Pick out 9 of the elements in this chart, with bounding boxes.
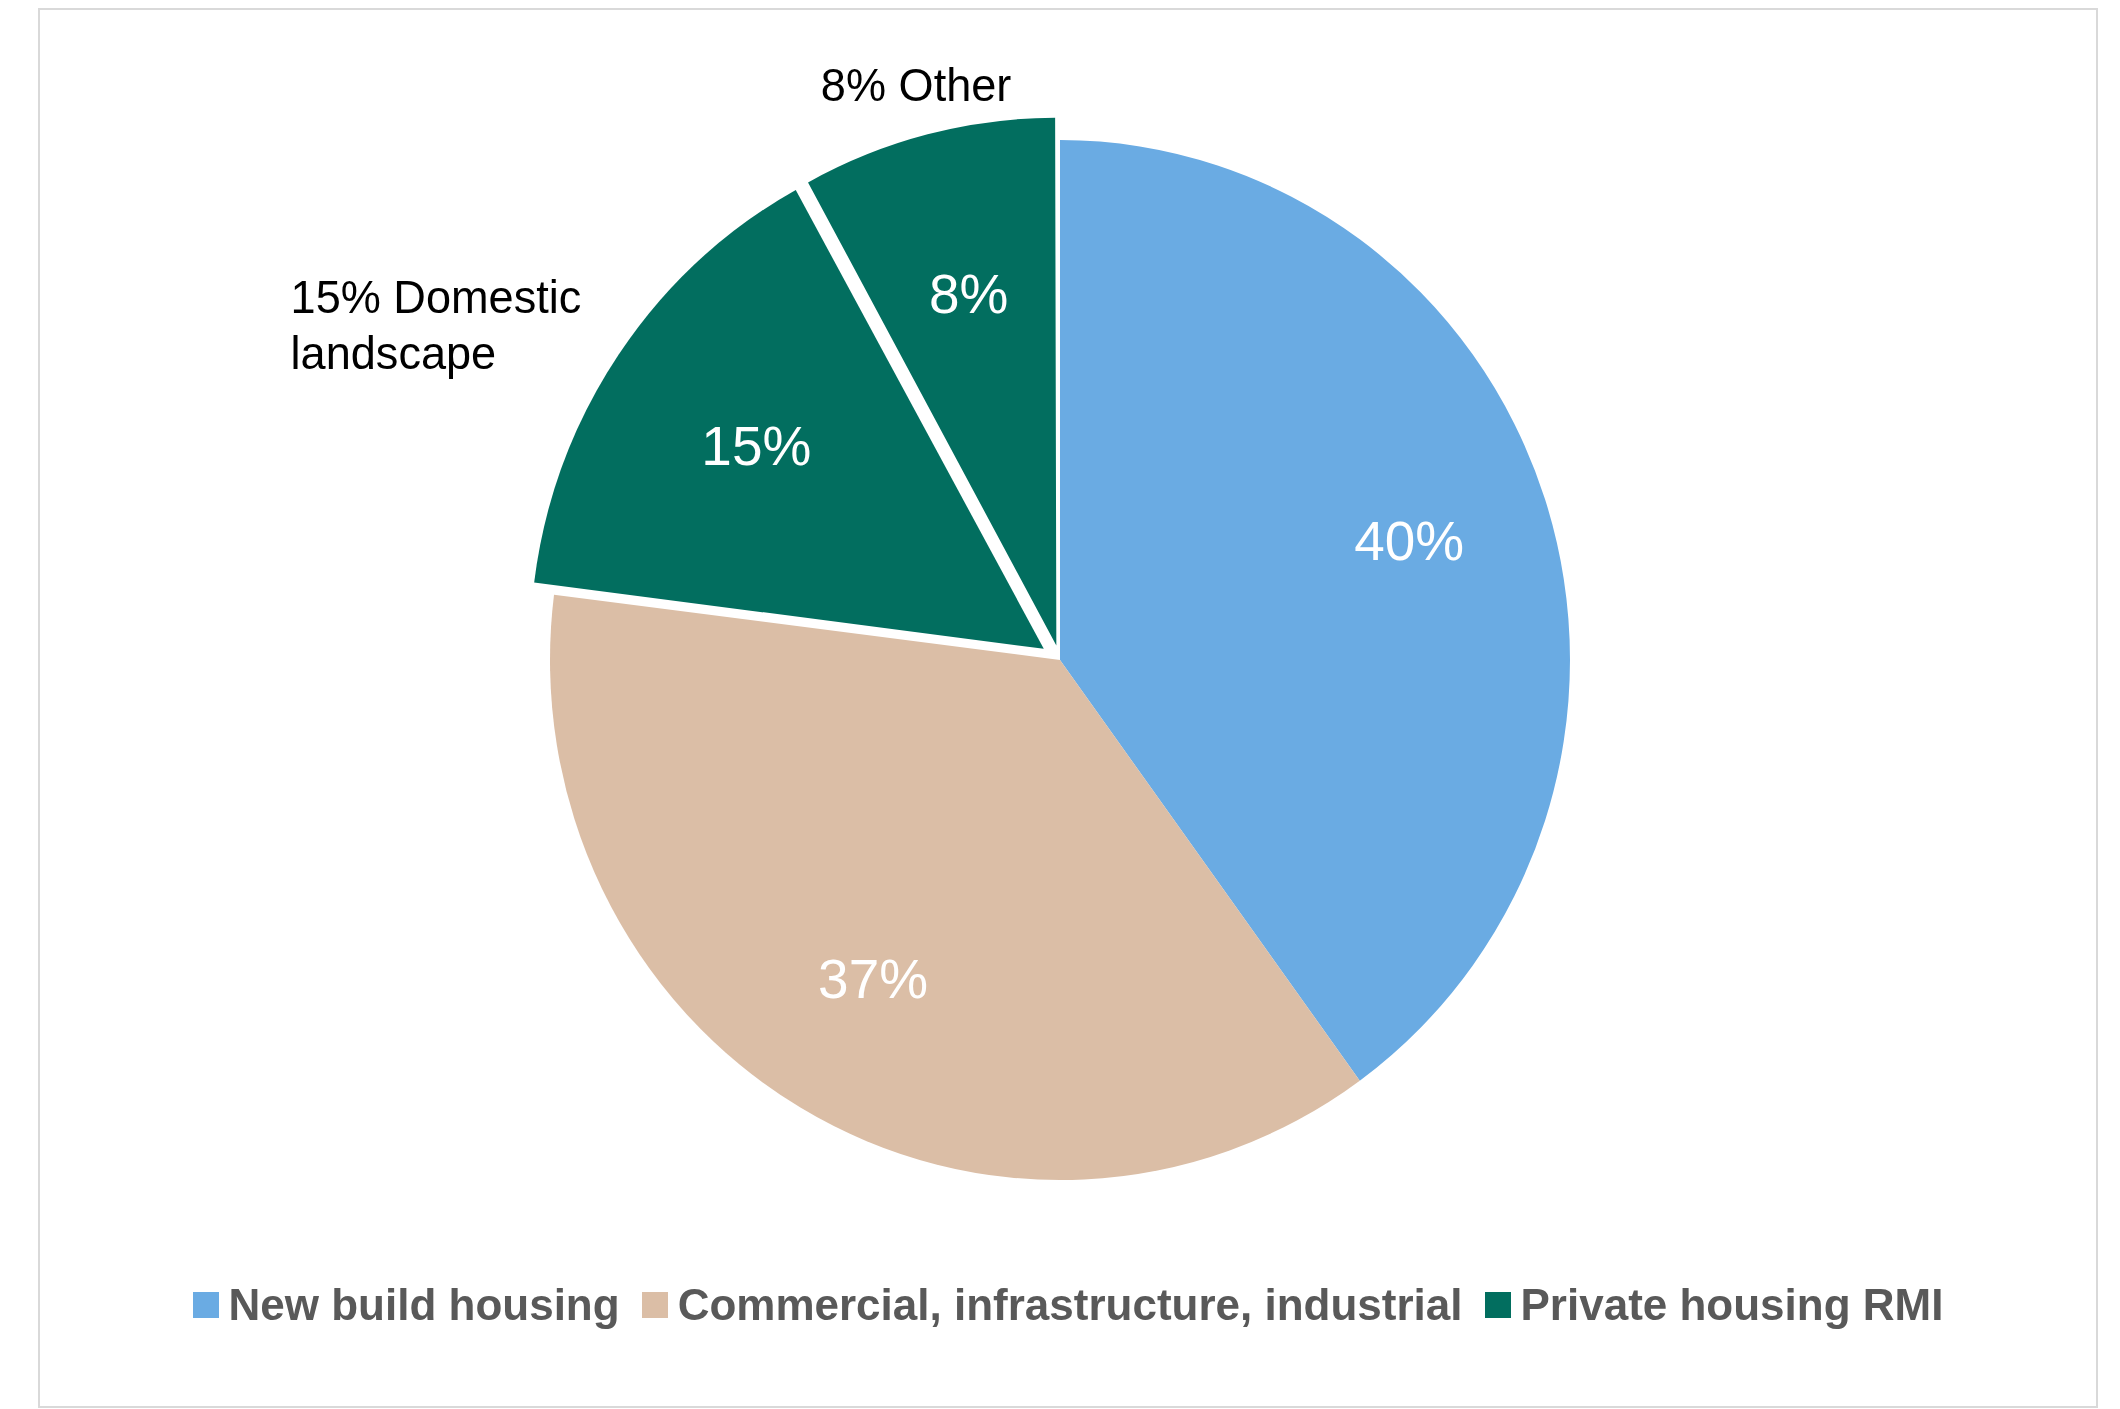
legend-label: Commercial, infrastructure, industrial	[677, 1280, 1463, 1330]
legend-label: New build housing	[228, 1280, 620, 1330]
text: 15% Domestic landscape	[290, 271, 582, 380]
data-label: 8%	[928, 262, 1009, 325]
data-label: 40%	[1354, 509, 1465, 572]
legend-label: Private housing RMI	[1520, 1280, 1944, 1330]
text: 8% Other	[820, 59, 1012, 112]
data-label: 15%	[701, 414, 812, 478]
data-label: 37%	[818, 947, 929, 1010]
